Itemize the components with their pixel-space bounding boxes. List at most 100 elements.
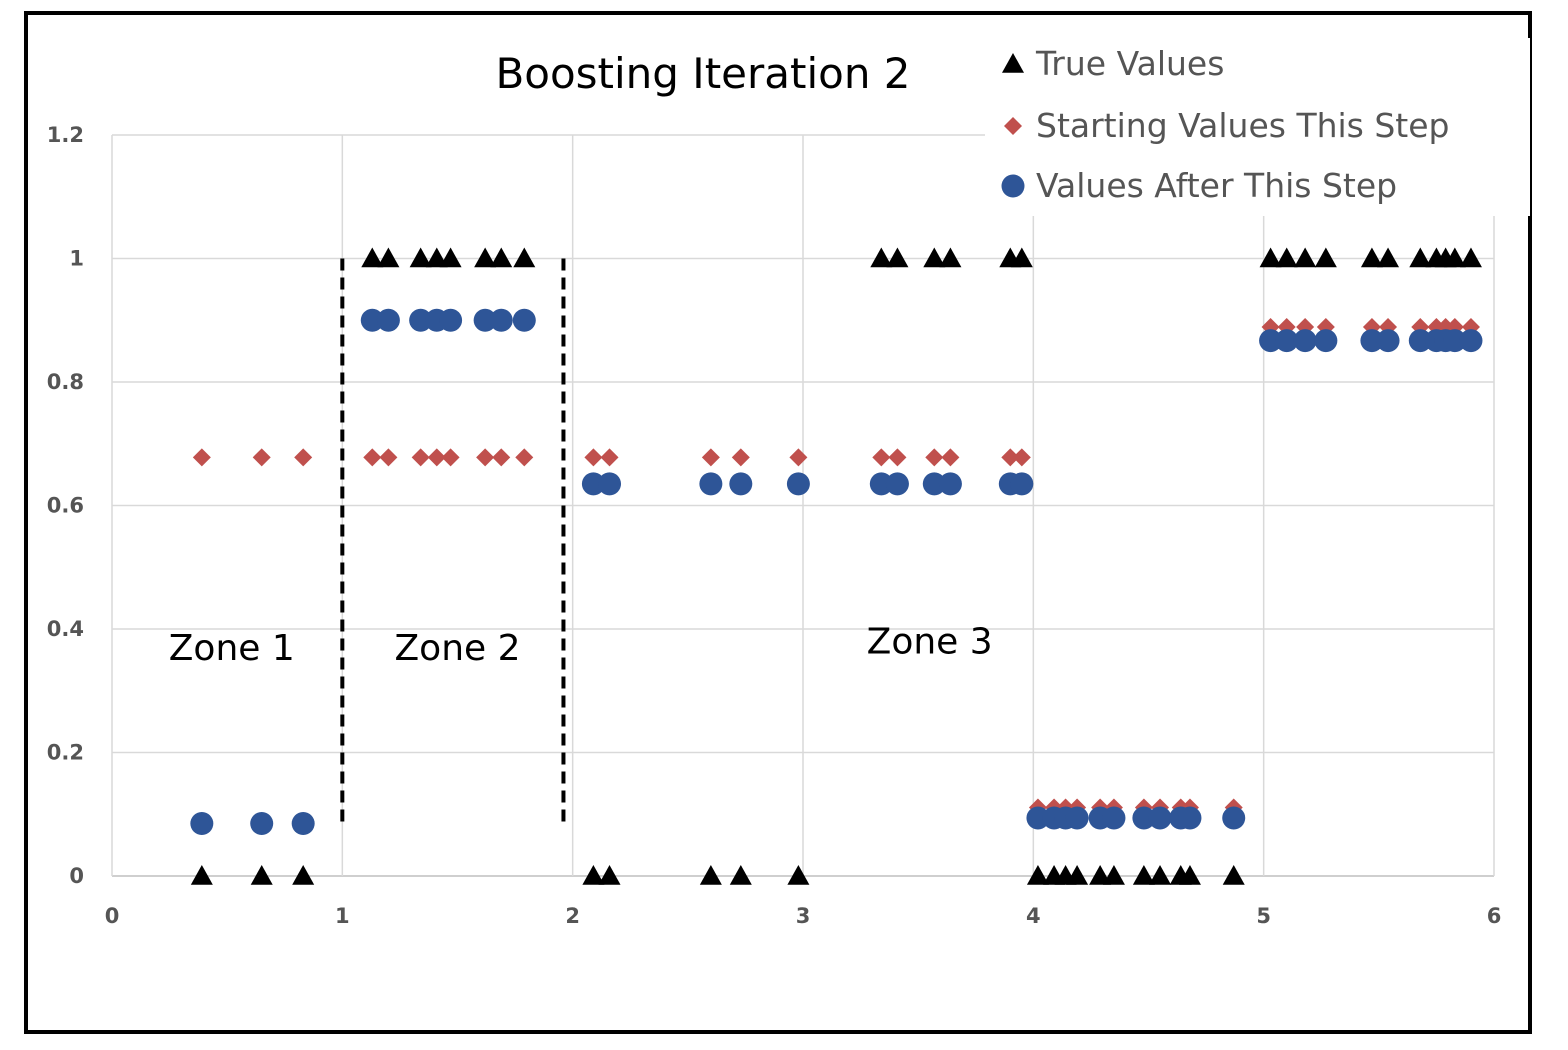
- triangle-point: [923, 247, 946, 268]
- legend-background: [985, 38, 1530, 216]
- triangle-point: [474, 247, 497, 268]
- legend-triangle-marker: [1002, 53, 1024, 73]
- x-tick-label: 2: [565, 904, 580, 928]
- triangle-point: [1026, 865, 1049, 885]
- circle-point: [1459, 329, 1483, 353]
- circle-point: [1010, 472, 1034, 496]
- circle-point: [1026, 806, 1050, 830]
- legend-diamond-marker: [1004, 117, 1022, 135]
- diamond-point: [888, 448, 907, 467]
- circle-point: [1178, 806, 1202, 830]
- diamond-point: [731, 448, 750, 467]
- triangle-point: [729, 865, 752, 885]
- triangle-point: [250, 865, 273, 885]
- diamond-point: [192, 448, 211, 467]
- y-tick-label: 0.4: [47, 617, 84, 641]
- x-tick-label: 6: [1487, 904, 1502, 928]
- triangle-point: [1377, 247, 1400, 268]
- triangle-point: [1132, 865, 1155, 885]
- triangle-point: [1314, 247, 1337, 268]
- circle-point: [190, 812, 214, 836]
- y-axis-ticks: 0 0.2 0.4 0.6 0.8 1 1.2: [47, 123, 84, 888]
- x-tick-label: 4: [1026, 904, 1041, 928]
- triangle-point: [886, 247, 909, 268]
- diamond-point: [925, 448, 944, 467]
- diamond-point: [492, 448, 511, 467]
- circle-point: [1222, 806, 1246, 830]
- circle-point: [938, 472, 962, 496]
- triangle-point: [787, 865, 810, 885]
- title-background: [495, 38, 935, 110]
- circle-point: [1259, 329, 1283, 353]
- triangle-point: [1259, 247, 1282, 268]
- zone-label: Zone 2: [395, 628, 521, 669]
- diamond-point: [294, 448, 313, 467]
- diamond-point: [1001, 448, 1020, 467]
- zone-labels: Zone 1 Zone 2 Zone 3: [169, 622, 993, 669]
- diamond-point: [379, 448, 398, 467]
- diamond-point: [411, 448, 430, 467]
- circle-point: [1314, 329, 1338, 353]
- triangle-point: [1222, 865, 1245, 885]
- legend-label: Starting Values This Step: [1036, 106, 1450, 145]
- triangle-point: [1010, 247, 1033, 268]
- circle-point: [409, 308, 433, 332]
- circle-point: [376, 308, 400, 332]
- circle-point: [869, 472, 893, 496]
- diamond-point: [941, 448, 960, 467]
- triangle-point: [1409, 247, 1432, 268]
- triangle-point: [699, 865, 722, 885]
- triangle-point: [1089, 865, 1112, 885]
- triangle-point: [1275, 247, 1298, 268]
- triangle-point: [939, 247, 962, 268]
- triangle-point: [1149, 865, 1172, 885]
- triangle-point: [439, 247, 462, 268]
- series-triangle: [190, 247, 1482, 885]
- diamond-point: [515, 448, 534, 467]
- grid-lines: [111, 134, 1495, 877]
- diamond-point: [872, 448, 891, 467]
- circle-point: [291, 812, 315, 836]
- y-tick-label: 1.2: [47, 123, 84, 147]
- diamond-point: [701, 448, 720, 467]
- circle-point: [1102, 806, 1126, 830]
- legend: True Values Starting Values This Step Valu…: [1001, 44, 1450, 205]
- triangle-point: [513, 247, 536, 268]
- y-tick-label: 0.2: [47, 741, 84, 765]
- diamond-point: [584, 448, 603, 467]
- data-points: [190, 247, 1483, 885]
- circle-point: [512, 308, 536, 332]
- circle-point: [1148, 806, 1172, 830]
- circle-point: [1275, 329, 1299, 353]
- circle-point: [360, 308, 384, 332]
- y-tick-label: 0: [69, 864, 84, 888]
- zone-dividers: [340, 258, 566, 827]
- circle-point: [489, 308, 513, 332]
- diamond-point: [789, 448, 808, 467]
- diamond-point: [252, 448, 271, 467]
- triangle-point: [1360, 247, 1383, 268]
- circle-point: [1376, 329, 1400, 353]
- triangle-point: [582, 865, 605, 885]
- circle-point: [1132, 806, 1156, 830]
- x-tick-label: 1: [335, 904, 350, 928]
- circle-point: [439, 308, 463, 332]
- triangle-point: [598, 865, 621, 885]
- triangle-point: [292, 865, 315, 885]
- y-tick-label: 0.8: [47, 370, 84, 394]
- series-diamond: [192, 318, 1480, 817]
- x-tick-label: 5: [1256, 904, 1271, 928]
- triangle-point: [361, 247, 384, 268]
- zone-label: Zone 3: [867, 622, 993, 663]
- x-tick-label: 3: [796, 904, 811, 928]
- legend-label: Values After This Step: [1036, 166, 1397, 205]
- legend-label: True Values: [1035, 44, 1224, 83]
- circle-point: [729, 472, 753, 496]
- circle-point: [581, 472, 605, 496]
- diamond-point: [476, 448, 495, 467]
- circle-point: [1065, 806, 1089, 830]
- circle-point: [250, 812, 274, 836]
- circle-point: [598, 472, 622, 496]
- circle-point: [699, 472, 723, 496]
